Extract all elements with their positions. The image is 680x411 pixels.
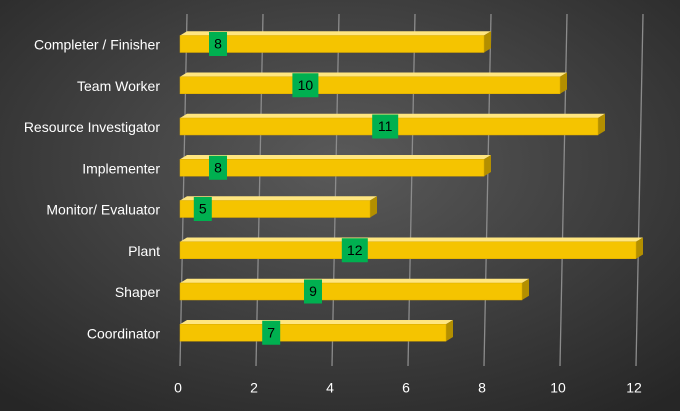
y-tick-label: Implementer	[82, 160, 160, 176]
y-tick-label: Resource Investigator	[24, 119, 161, 135]
value-label-box	[209, 32, 227, 56]
bar-top	[180, 155, 491, 160]
bar-face	[179, 324, 447, 342]
value-label-box	[292, 73, 319, 98]
y-tick-label: Team Worker	[77, 78, 160, 94]
bar-face	[179, 241, 637, 259]
value-label-box	[304, 279, 322, 304]
grid-line	[635, 13, 644, 367]
bar	[179, 72, 567, 94]
value-label: 11	[378, 118, 393, 134]
x-tick-label: 0	[174, 380, 182, 396]
y-tick-label: Plant	[128, 243, 160, 259]
bar	[179, 196, 377, 218]
x-tick-label: 8	[478, 380, 486, 396]
x-tick-label: 2	[250, 380, 258, 396]
value-label: 9	[309, 283, 317, 299]
bar-top	[180, 72, 567, 77]
bar-side	[522, 278, 529, 300]
value-label: 7	[267, 324, 275, 340]
bar-face	[179, 35, 485, 53]
value-label-box	[262, 320, 281, 345]
x-tick-label: 12	[626, 380, 642, 396]
x-tick-label: 6	[402, 380, 410, 396]
value-label: 8	[214, 159, 222, 175]
value-label: 8	[214, 36, 222, 52]
value-label-box	[341, 238, 368, 263]
y-tick-label: Coordinator	[87, 325, 160, 341]
bar-face	[179, 159, 485, 177]
bars: 8 10 11 8 5 12 9 7	[179, 31, 643, 345]
bar	[179, 155, 491, 177]
bar	[179, 320, 453, 342]
value-label: 12	[347, 242, 363, 258]
bar-side	[636, 237, 643, 259]
bar-side	[484, 31, 491, 53]
bar-top	[180, 31, 491, 36]
bar	[179, 278, 529, 301]
bar-top	[180, 278, 529, 283]
value-label-box	[193, 197, 212, 221]
bar-face	[179, 282, 523, 301]
x-tick-label: 10	[550, 380, 566, 396]
y-tick-label: Monitor/ Evaluator	[46, 202, 160, 218]
x-tick-label: 4	[326, 380, 334, 396]
bar-side	[598, 113, 605, 135]
y-tick-label: Shaper	[115, 284, 160, 300]
bar-side	[446, 320, 453, 342]
bar-side	[484, 155, 491, 177]
grid-line	[179, 13, 188, 367]
bar-face	[179, 200, 371, 218]
bar-face	[179, 76, 561, 94]
bar	[179, 31, 491, 53]
bar-side	[370, 196, 377, 218]
value-label-box	[372, 114, 399, 139]
value-label: 10	[298, 77, 314, 93]
bar-top	[180, 196, 377, 201]
value-label: 5	[199, 201, 207, 217]
bar-side	[560, 72, 567, 94]
bar-top	[180, 320, 453, 325]
bar-top	[180, 237, 643, 242]
value-label-box	[209, 155, 227, 180]
y-tick-label: Completer / Finisher	[34, 37, 160, 53]
bar	[179, 237, 643, 259]
